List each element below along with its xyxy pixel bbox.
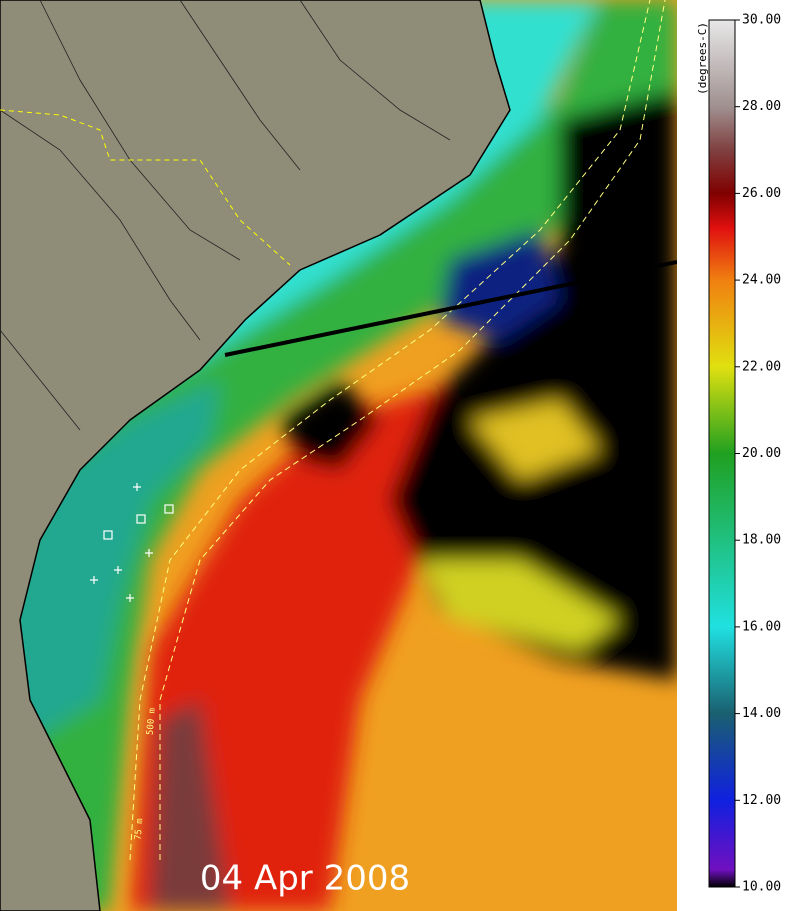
colorbar-tick-label: 28.00 xyxy=(742,99,781,114)
colorbar-tick-label: 20.00 xyxy=(742,446,781,461)
colorbar-label: (degrees-C) xyxy=(696,22,709,95)
colorbar xyxy=(708,19,736,888)
colorbar-tick-label: 22.00 xyxy=(742,359,781,374)
colorbar-tick-label: 30.00 xyxy=(742,13,781,28)
colorbar-tick-label: 10.00 xyxy=(742,880,781,895)
contour-label: 75 m xyxy=(134,818,146,840)
colorbar-tick-label: 14.00 xyxy=(742,706,781,721)
sst-image xyxy=(0,0,677,911)
date-label: 04 Apr 2008 xyxy=(200,859,410,899)
colorbar-tick-label: 26.00 xyxy=(742,186,781,201)
colorbar-tick-label: 12.00 xyxy=(742,793,781,808)
colorbar-tick-label: 18.00 xyxy=(742,533,781,548)
colorbar-tick-label: 24.00 xyxy=(742,273,781,288)
contour-label: 500 m xyxy=(146,708,158,736)
colorbar-tick-label: 16.00 xyxy=(742,619,781,634)
